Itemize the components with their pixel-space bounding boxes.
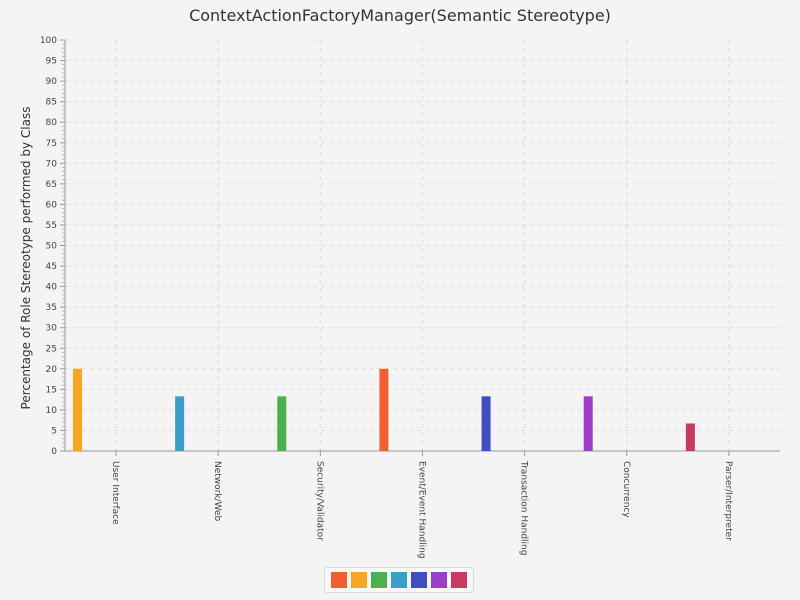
bar xyxy=(73,368,82,451)
y-tick-label: 20 xyxy=(46,365,58,375)
bar xyxy=(379,368,389,451)
y-tick-label: 95 xyxy=(46,57,57,67)
y-tick-label: 55 xyxy=(46,221,57,231)
y-tick-label: 100 xyxy=(40,36,57,46)
legend xyxy=(324,567,474,593)
chart-title: ContextActionFactoryManager(Semantic Ste… xyxy=(189,6,611,25)
y-tick-label: 45 xyxy=(46,262,57,272)
y-tick-label: 40 xyxy=(46,283,58,293)
y-tick-label: 75 xyxy=(46,139,57,149)
x-tick-label: Parser/Interpreter xyxy=(723,461,733,541)
y-tick-label: 25 xyxy=(46,344,57,354)
x-tick-label: Concurrency xyxy=(621,461,631,518)
legend-swatch xyxy=(411,572,427,588)
y-tick-label: 35 xyxy=(46,303,57,313)
y-tick-label: 80 xyxy=(46,118,58,128)
y-tick-label: 90 xyxy=(46,77,58,87)
x-tick-label: Event/Event Handling xyxy=(417,461,427,559)
y-tick-label: 60 xyxy=(46,200,58,210)
y-tick-label: 10 xyxy=(46,406,58,416)
bar xyxy=(685,423,695,451)
y-tick-label: 65 xyxy=(46,180,57,190)
tick-labels: 0 5 10 15 20 25 30 35 40 45 50 55 60 65 70 75 80 85 90 95 10… xyxy=(40,36,733,559)
bar xyxy=(481,396,491,451)
legend-swatch xyxy=(371,572,387,588)
legend-swatch xyxy=(331,572,347,588)
x-tick-label: Transaction Handling xyxy=(519,460,529,555)
x-tick-label: User Interface xyxy=(110,461,120,525)
legend-swatch xyxy=(451,572,467,588)
y-tick-label: 15 xyxy=(46,385,57,395)
x-tick-label: Security/Validator xyxy=(314,461,324,541)
y-tick-label: 70 xyxy=(46,159,58,169)
x-tick-label: Network/Web xyxy=(212,461,222,522)
grid-lines xyxy=(65,39,780,451)
y-tick-label: 5 xyxy=(51,426,57,436)
bar xyxy=(175,396,185,451)
legend-swatch xyxy=(351,572,367,588)
y-tick-label: 0 xyxy=(51,447,57,457)
bar xyxy=(277,396,287,451)
y-tick-label: 85 xyxy=(46,98,57,108)
legend-swatch xyxy=(391,572,407,588)
bars xyxy=(73,368,695,451)
y-tick-label: 50 xyxy=(46,242,58,252)
axes xyxy=(60,39,780,456)
legend-swatch xyxy=(431,572,447,588)
bar xyxy=(583,396,593,451)
y-tick-label: 30 xyxy=(46,324,58,334)
